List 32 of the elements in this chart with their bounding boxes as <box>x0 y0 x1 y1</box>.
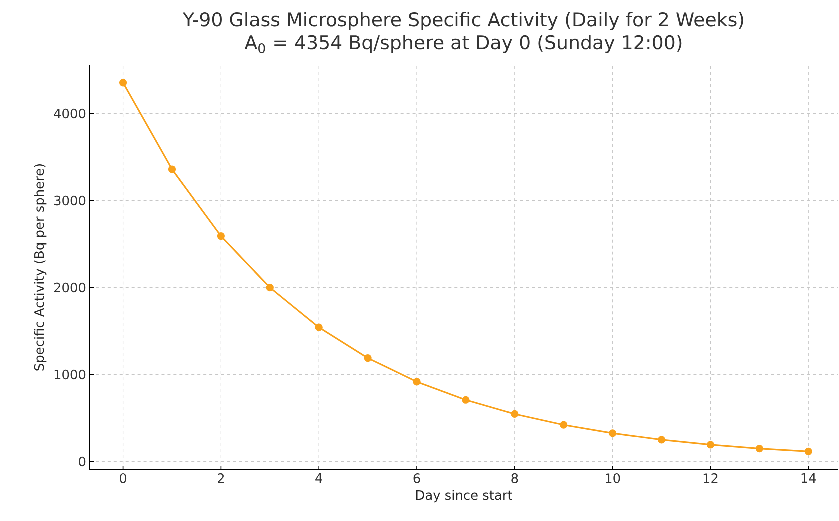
point <box>804 448 812 456</box>
y-tick-label: 0 <box>79 456 86 467</box>
point <box>364 354 372 362</box>
point <box>756 444 764 453</box>
x-tick-label: 12 <box>704 474 718 484</box>
x-tick-label: 2 <box>218 474 224 484</box>
x-tick-label: 0 <box>120 474 127 484</box>
chart-subtitle: A$_{0}$ = 4354 Bq/sphere at Day 0 (Sunday 12:00) <box>244 35 682 54</box>
x-tick-label: 14 <box>802 474 816 483</box>
point <box>511 410 519 418</box>
point <box>560 421 568 429</box>
chart-title: Y-90 Glass Microsphere Specific Activity (Daily for 2 Weeks) <box>182 12 744 30</box>
point <box>168 166 176 174</box>
x-tick-label: 4 <box>316 474 322 483</box>
y-axis-title: Specific Activity (Bq per sphere) <box>34 164 47 371</box>
y-tick-label: 1000 <box>54 370 86 380</box>
point <box>658 436 666 444</box>
y-tick-label: 4000 <box>54 108 86 119</box>
y-tick-label: 3000 <box>54 196 86 206</box>
point <box>413 378 421 386</box>
point <box>315 324 323 332</box>
point <box>119 79 128 87</box>
y-tick-label: 2000 <box>54 282 86 293</box>
point <box>706 441 715 449</box>
x-tick-label: 6 <box>414 474 420 484</box>
point <box>462 396 470 404</box>
point <box>217 232 225 240</box>
x-tick-label: 10 <box>606 474 620 484</box>
x-tick-label: 8 <box>512 474 518 484</box>
point <box>609 430 617 438</box>
x-axis-title: Day since start <box>416 490 512 503</box>
point <box>266 284 274 292</box>
